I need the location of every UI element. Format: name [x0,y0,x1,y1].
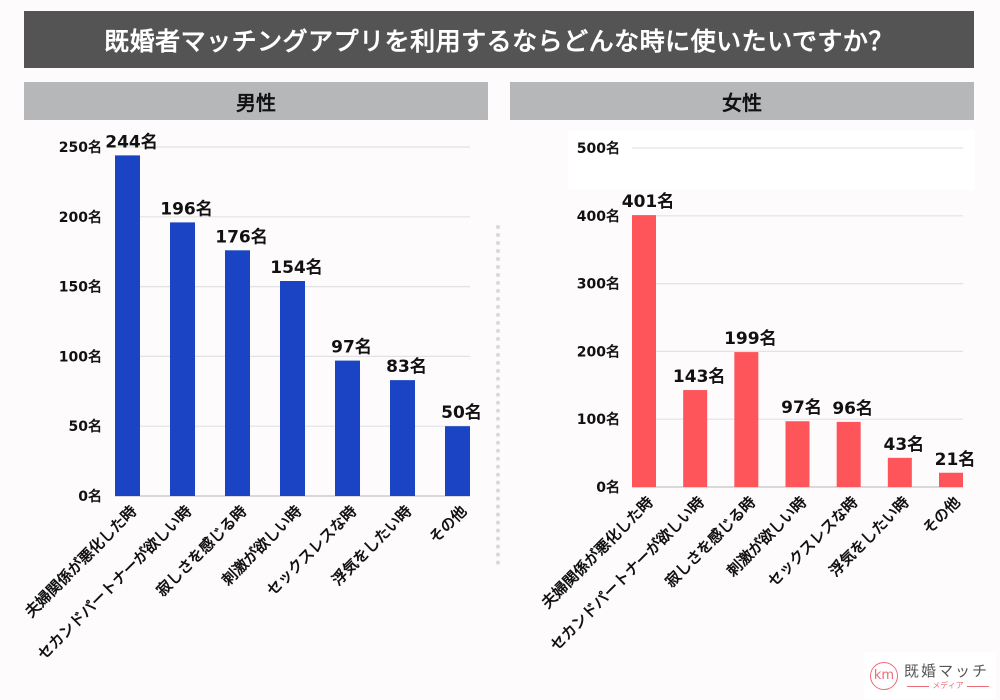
y-tick-label: 100名 [577,411,620,428]
bar-female-5 [887,457,912,487]
data-label: 97名 [781,397,822,418]
x-tick-label: セックスレスな時 [764,493,861,590]
data-label: 199名 [724,328,777,349]
data-label: 83名 [386,356,427,377]
x-tick-label: 寂しさを感じる時 [662,493,760,591]
data-label: 154名 [270,257,323,278]
y-tick-label: 300名 [577,276,620,293]
bar-female-0 [632,215,656,487]
y-tick-label: 50名 [69,418,102,435]
panel-header-male: 男性 [24,82,488,120]
bar-female-3 [785,421,810,487]
bar-male-6 [445,426,470,496]
bar-male-3 [280,281,305,496]
data-label: 176名 [215,226,268,247]
chart-top-backdrop [568,130,975,190]
x-tick-label: その他 [919,493,964,538]
data-label: 196名 [160,198,213,219]
bar-male-4 [335,360,360,496]
bar-female-4 [836,421,861,487]
logo-name: 既婚マッチ [904,662,990,680]
data-label: 97名 [331,337,372,358]
data-label: 244名 [105,131,158,152]
data-label: 96名 [832,398,873,419]
panel-divider [496,225,500,565]
y-tick-label: 500名 [577,140,620,157]
data-label: 401名 [622,191,675,212]
data-label: 143名 [673,366,726,387]
page-title: 既婚者マッチングアプリを利用するならどんな時に使いたいですか？ [24,11,974,68]
bar-female-2 [734,352,759,487]
y-tick-label: 150名 [59,279,102,296]
y-tick-label: 200名 [577,343,620,360]
y-tick-label: 0名 [596,479,620,496]
brand-logo: km 既婚マッチ メディア [864,652,996,698]
y-tick-label: 0名 [78,488,102,505]
bar-male-0 [115,155,140,496]
y-tick-label: 250名 [59,139,102,156]
bar-male-5 [390,380,415,496]
y-tick-label: 200名 [59,209,102,226]
data-label: 50名 [441,402,482,423]
data-label: 21名 [935,449,976,470]
logo-subtitle: メディア [904,680,992,691]
y-tick-label: 100名 [59,348,102,365]
bar-female-6 [939,472,963,487]
logo-mark-icon: km [870,662,898,690]
bar-male-1 [170,222,195,496]
logo-subtitle-text: メディア [932,681,964,690]
y-tick-label: 400名 [577,208,620,225]
bar-male-2 [225,250,250,496]
data-label: 43名 [883,434,924,455]
panel-header-female: 女性 [510,82,974,120]
bar-female-1 [683,390,708,487]
